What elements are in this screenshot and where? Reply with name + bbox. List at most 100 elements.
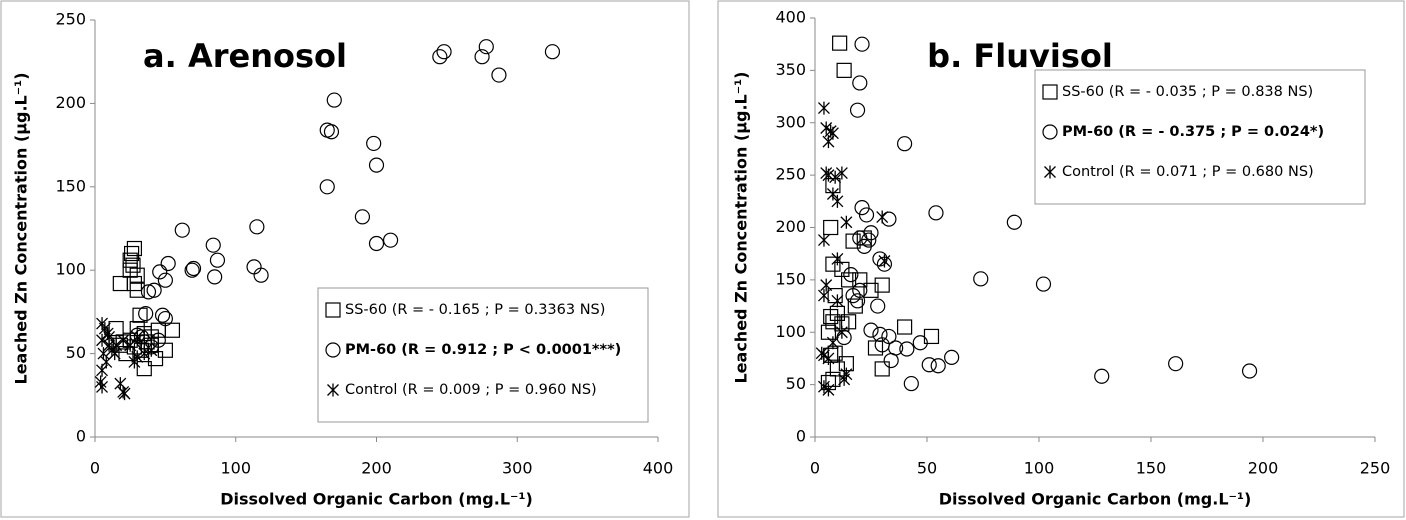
- legend-marker: [327, 383, 339, 397]
- x-axis-title: Dissolved Organic Carbon (mg.L⁻¹): [939, 490, 1252, 509]
- x-tick-label: 400: [643, 459, 674, 478]
- point: [854, 199, 870, 216]
- point: [826, 336, 839, 350]
- point: [863, 282, 879, 298]
- point: [973, 271, 989, 287]
- point: [205, 237, 221, 253]
- point: [930, 358, 946, 374]
- y-tick-label: 200: [55, 93, 86, 112]
- point: [849, 293, 866, 309]
- point: [246, 259, 262, 275]
- panel-frame: [717, 0, 1405, 518]
- y-tick-label: 250: [55, 10, 86, 29]
- point: [368, 157, 385, 173]
- point: [912, 335, 928, 351]
- y-axis-title: Leached Zn Concentration (µg.L⁻¹): [732, 71, 751, 383]
- point: [872, 326, 888, 342]
- y-tick-label: 100: [55, 260, 86, 279]
- y-tick-label: 0: [796, 427, 806, 446]
- point: [326, 92, 342, 108]
- point: [852, 272, 868, 288]
- point: [835, 325, 848, 339]
- point: [1035, 276, 1052, 292]
- point: [118, 387, 131, 401]
- point: [146, 282, 162, 298]
- point: [824, 124, 837, 138]
- point: [128, 355, 141, 369]
- point: [122, 252, 138, 268]
- point: [827, 287, 843, 304]
- point: [825, 314, 841, 330]
- point: [124, 338, 137, 352]
- point: [856, 238, 872, 254]
- point: [354, 209, 371, 225]
- point: [1094, 368, 1110, 384]
- legend-box: [1034, 69, 1366, 205]
- point: [132, 307, 148, 323]
- point: [157, 272, 173, 288]
- point: [129, 282, 145, 298]
- point: [836, 62, 852, 78]
- x-tick-label: 250: [1360, 459, 1391, 478]
- point: [432, 49, 448, 65]
- series: [129, 39, 561, 355]
- y-tick-label: 50: [786, 374, 806, 393]
- chart-title: a. Arenosol: [143, 37, 347, 75]
- point: [829, 170, 842, 184]
- point: [112, 275, 128, 292]
- point: [825, 371, 841, 387]
- point: [136, 361, 152, 377]
- point: [835, 166, 848, 180]
- point: [478, 39, 494, 55]
- series: [815, 101, 891, 397]
- point: [491, 67, 507, 83]
- point: [831, 194, 844, 208]
- point: [125, 257, 141, 273]
- point: [152, 264, 168, 280]
- point: [131, 330, 144, 344]
- point: [823, 219, 839, 236]
- point: [870, 298, 886, 314]
- point: [883, 352, 899, 369]
- point: [249, 219, 265, 235]
- point: [831, 294, 844, 308]
- y-tick-label: 250: [775, 165, 806, 184]
- point: [138, 305, 154, 322]
- x-tick-label: 100: [1024, 459, 1055, 478]
- point: [815, 346, 828, 360]
- point: [896, 319, 913, 335]
- legend-marker: [1042, 124, 1058, 140]
- x-tick-label: 200: [361, 459, 392, 478]
- point: [368, 235, 385, 252]
- point: [829, 361, 846, 377]
- point: [1168, 356, 1184, 372]
- point: [164, 322, 181, 338]
- x-tick-label: 300: [502, 459, 533, 478]
- point: [96, 363, 108, 377]
- point: [126, 240, 143, 257]
- x-tick-label: 0: [810, 459, 820, 478]
- point: [858, 207, 875, 223]
- legend-label: PM-60 (R = - 0.375 ; P = 0.024*): [1062, 124, 1324, 140]
- point: [160, 255, 176, 272]
- point: [140, 284, 157, 300]
- legend-marker: [1042, 84, 1058, 100]
- point: [822, 351, 835, 365]
- y-tick-label: 150: [775, 269, 806, 288]
- series: [820, 35, 940, 391]
- point: [96, 380, 108, 394]
- y-tick-label: 0: [76, 427, 86, 446]
- point: [820, 324, 837, 340]
- point: [876, 210, 889, 224]
- point: [843, 267, 859, 283]
- point: [97, 347, 110, 361]
- point: [863, 322, 879, 338]
- x-tick-label: 100: [220, 459, 251, 478]
- point: [852, 75, 868, 91]
- point: [209, 252, 226, 268]
- point: [1006, 214, 1022, 230]
- point: [253, 267, 269, 283]
- legend-marker: [1044, 165, 1056, 179]
- point: [825, 256, 841, 272]
- panel-frame: [0, 0, 690, 518]
